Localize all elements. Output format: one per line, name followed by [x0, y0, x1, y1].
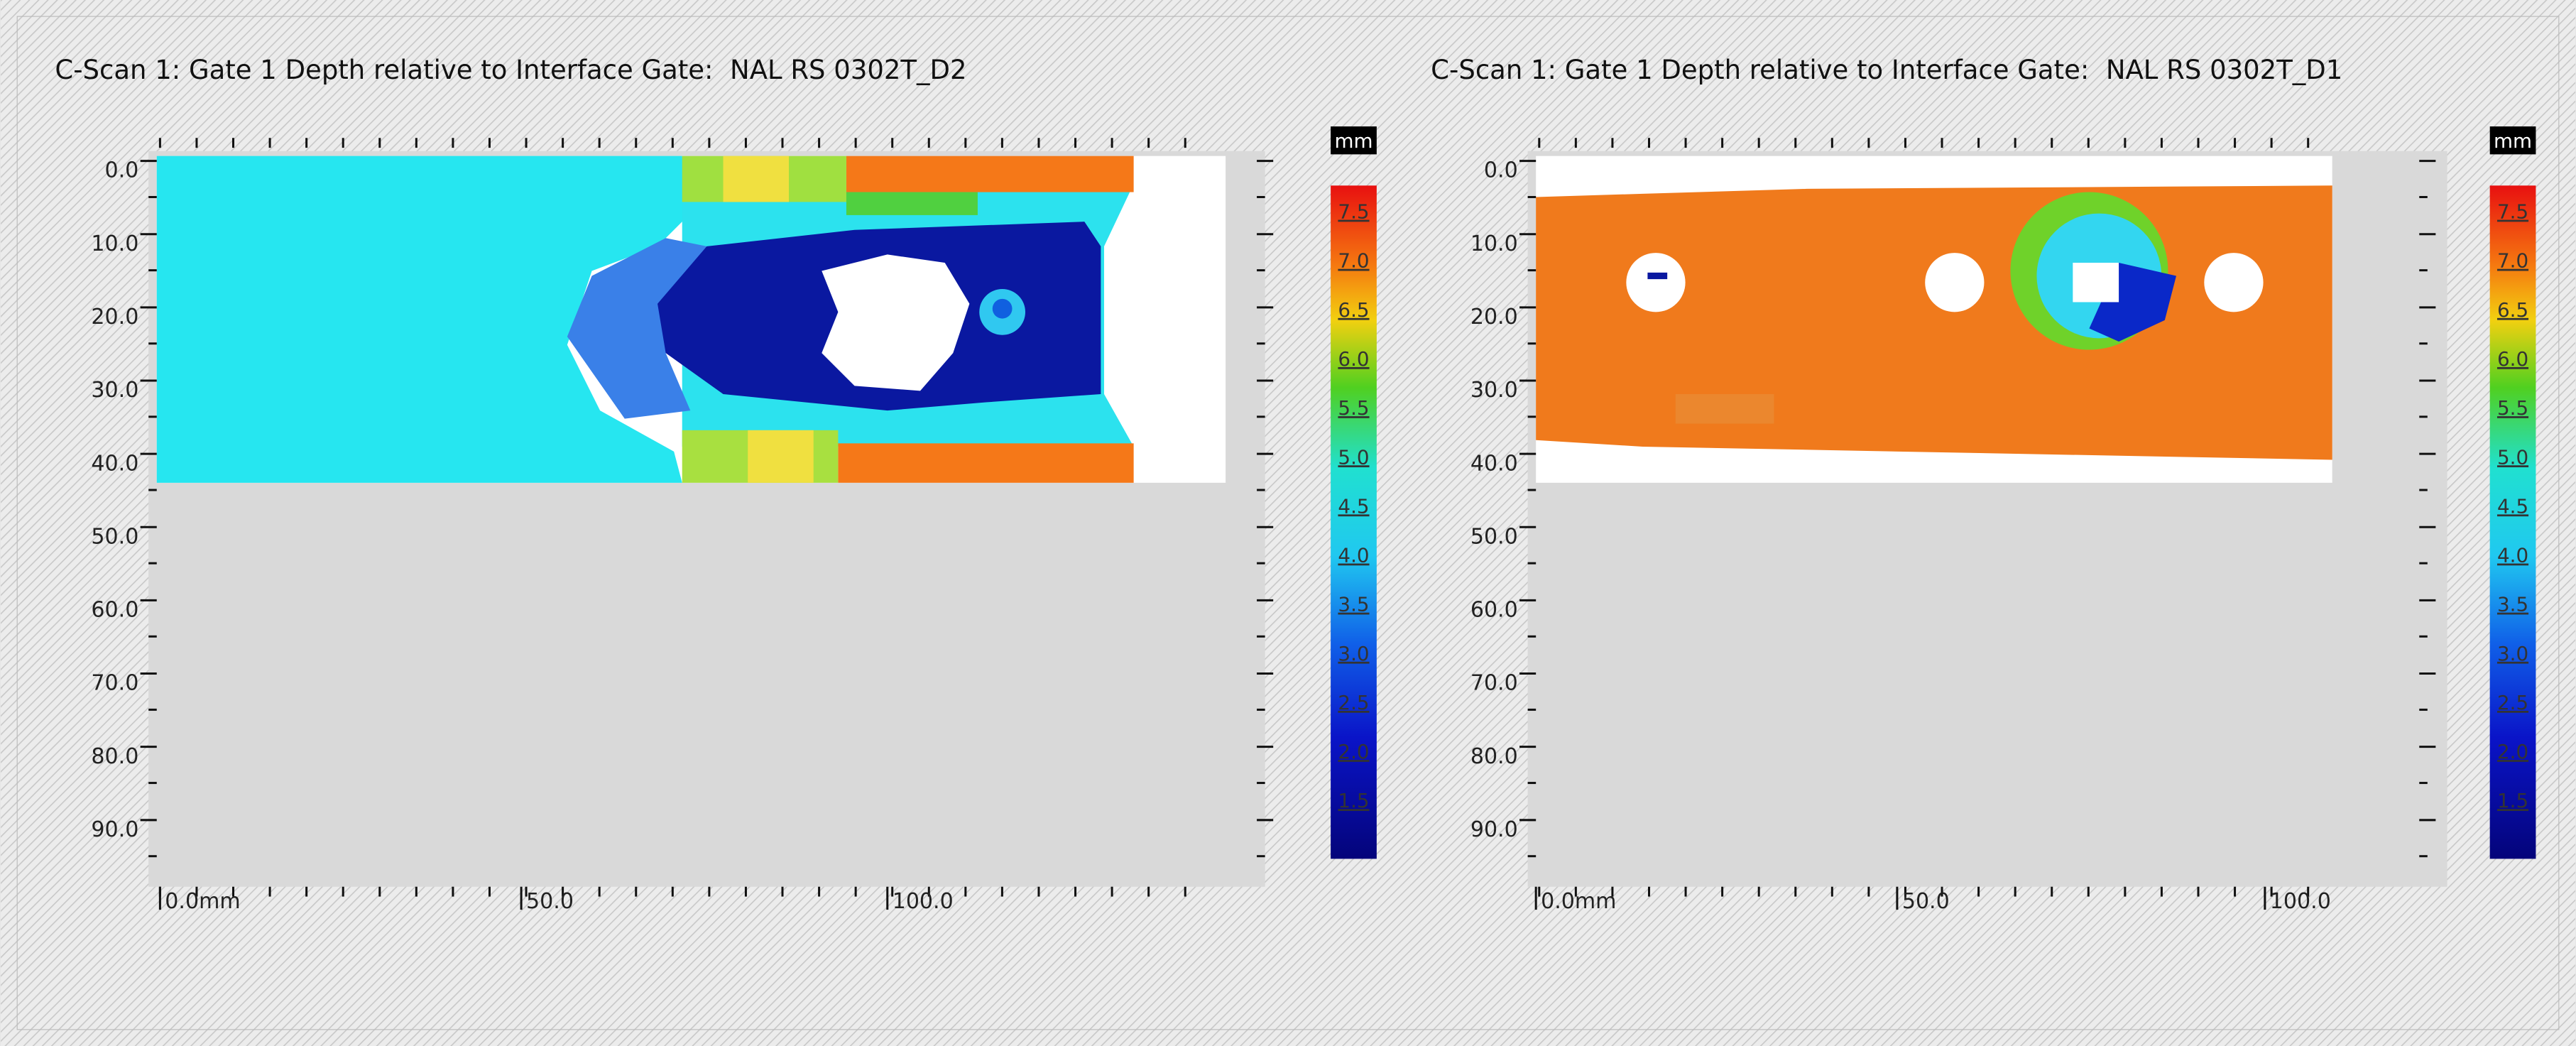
scale-label: 2.5 — [2497, 691, 2528, 714]
scale-label: 2.0 — [2497, 740, 2528, 763]
scale-label: 4.0 — [2497, 544, 2528, 567]
y-tick-label: 30.0 — [91, 378, 138, 403]
y-tick-label: 70.0 — [91, 671, 138, 696]
scale-label: 5.5 — [2497, 396, 2528, 420]
scale-label: 5.5 — [1338, 396, 1369, 420]
x-tick-label: 50.0 — [526, 889, 574, 914]
scale-label: 1.5 — [2497, 789, 2528, 812]
scale-label: 3.5 — [2497, 593, 2528, 616]
scale-label: 6.5 — [2497, 298, 2528, 322]
y-tick-label: 10.0 — [91, 231, 138, 256]
scale-label: 4.5 — [1338, 494, 1369, 518]
color-scale — [1331, 185, 1377, 859]
scale-unit: mm — [2494, 129, 2532, 153]
x-tick-label: 100.0 — [893, 889, 954, 914]
y-tick-label: 0.0 — [1484, 158, 1518, 183]
y-tick-label: 30.0 — [1470, 378, 1518, 403]
panel-title: C-Scan 1: Gate 1 Depth relative to Inter… — [1431, 55, 2342, 85]
scale-label: 1.5 — [1338, 789, 1369, 812]
panel-right — [1527, 151, 2447, 887]
x-tick-label: 0.0mm — [165, 889, 240, 914]
unit-box — [2489, 126, 2536, 155]
scale-label: 7.5 — [2497, 200, 2528, 224]
scale-label: 3.5 — [1338, 593, 1369, 616]
y-tick-label: 70.0 — [1470, 671, 1518, 696]
x-tick-label: 0.0mm — [1541, 889, 1616, 914]
unit-box — [1331, 126, 1377, 155]
y-tick-label: 60.0 — [1470, 598, 1518, 623]
scale-label: 3.0 — [1338, 642, 1369, 665]
y-tick-label: 80.0 — [91, 744, 138, 769]
y-tick-label: 20.0 — [1470, 305, 1518, 329]
scale-label: 7.5 — [1338, 200, 1369, 224]
scan-image — [156, 156, 1226, 483]
y-tick-label: 20.0 — [91, 305, 138, 329]
scan-image — [1536, 156, 2332, 483]
scale-label: 6.5 — [1338, 298, 1369, 322]
y-tick-label: 80.0 — [1470, 744, 1518, 769]
scale-label: 7.0 — [2497, 249, 2528, 273]
y-tick-label: 0.0 — [105, 158, 139, 183]
scale-label: 4.0 — [1338, 544, 1369, 567]
color-scale — [2489, 185, 2536, 859]
y-tick-label: 60.0 — [91, 598, 138, 623]
scale-unit: mm — [1334, 129, 1372, 153]
x-tick-label: 100.0 — [2270, 889, 2331, 914]
y-tick-label: 50.0 — [1470, 524, 1518, 549]
scale-label: 4.5 — [2497, 494, 2528, 518]
scale-label: 2.0 — [1338, 740, 1369, 763]
panel-title: C-Scan 1: Gate 1 Depth relative to Inter… — [55, 55, 966, 85]
panel-left — [148, 151, 1265, 887]
y-tick-label: 10.0 — [1470, 231, 1518, 256]
scale-label: 2.5 — [1338, 691, 1369, 714]
x-tick-label: 50.0 — [1902, 889, 1950, 914]
scale-label: 3.0 — [2497, 642, 2528, 665]
y-tick-label: 50.0 — [91, 524, 138, 549]
scale-label: 7.0 — [1338, 249, 1369, 273]
y-tick-label: 90.0 — [1470, 817, 1518, 842]
y-tick-label: 40.0 — [91, 451, 138, 476]
y-tick-label: 40.0 — [1470, 451, 1518, 476]
scale-label: 6.0 — [1338, 347, 1369, 371]
scale-label: 5.0 — [1338, 445, 1369, 469]
scale-label: 5.0 — [2497, 445, 2528, 469]
y-tick-label: 90.0 — [91, 817, 138, 842]
scale-label: 6.0 — [2497, 347, 2528, 371]
